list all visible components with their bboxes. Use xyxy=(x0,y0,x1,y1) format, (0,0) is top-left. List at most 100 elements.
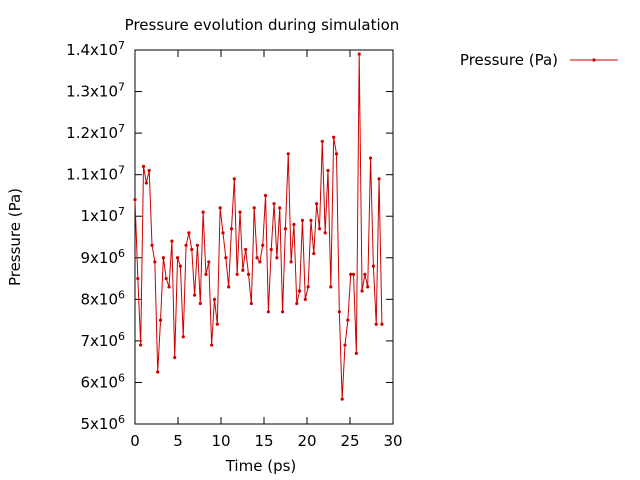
data-point xyxy=(175,256,180,260)
data-point xyxy=(357,52,361,56)
data-point xyxy=(252,206,256,210)
x-tick-label: 20 xyxy=(297,432,316,450)
y-tick-label-base: 5x10 xyxy=(80,415,118,433)
y-tick-label-exponent: 7 xyxy=(118,39,125,52)
data-point xyxy=(150,243,154,247)
x-tick-label: 15 xyxy=(254,432,273,450)
data-point xyxy=(261,243,265,247)
y-tick-label-exponent: 6 xyxy=(118,330,125,343)
data-point xyxy=(136,276,140,281)
y-tick-label-exponent: 6 xyxy=(118,371,125,384)
data-point xyxy=(337,310,341,314)
data-point xyxy=(286,152,290,156)
data-point xyxy=(292,222,296,227)
y-tick-label-base: 1.1x10 xyxy=(66,166,118,184)
y-tick-label: 7x106 xyxy=(80,330,125,350)
data-point xyxy=(164,276,168,281)
data-point xyxy=(315,202,319,206)
y-tick-label: 5x106 xyxy=(80,413,125,433)
data-point xyxy=(178,264,183,268)
data-point xyxy=(141,164,146,168)
data-point xyxy=(329,285,333,289)
data-point xyxy=(173,355,177,360)
data-line xyxy=(134,54,383,400)
data-point xyxy=(309,218,313,222)
y-tick-label-base: 1.2x10 xyxy=(66,124,118,142)
data-point xyxy=(306,285,310,289)
data-point xyxy=(224,256,228,260)
y-tick-label-exponent: 7 xyxy=(118,122,125,135)
data-point xyxy=(181,335,185,339)
data-point xyxy=(269,247,273,252)
data-point xyxy=(201,210,205,214)
data-point xyxy=(298,289,302,293)
data-point xyxy=(207,260,211,264)
data-point xyxy=(215,322,219,326)
y-tick-label-exponent: 7 xyxy=(118,164,125,177)
data-point xyxy=(340,397,344,401)
data-point xyxy=(374,322,378,326)
data-point xyxy=(275,256,279,260)
y-axis-label: Pressure (Pa) xyxy=(6,188,24,286)
data-point xyxy=(266,310,270,314)
y-tick-label-exponent: 6 xyxy=(118,413,125,426)
data-point xyxy=(147,168,151,173)
data-point xyxy=(289,260,293,264)
data-point xyxy=(320,139,324,144)
data-point xyxy=(246,272,251,276)
y-tick-label-base: 8x10 xyxy=(80,290,118,308)
data-point xyxy=(300,218,305,222)
x-axis-label: Time (ps) xyxy=(225,457,297,475)
data-point xyxy=(354,351,358,355)
data-point xyxy=(312,252,316,256)
data-point xyxy=(380,322,384,326)
data-point xyxy=(212,297,217,301)
data-point xyxy=(195,243,200,247)
data-point xyxy=(332,135,336,139)
y-tick-label-exponent: 6 xyxy=(118,247,125,260)
y-tick-label: 1.4x107 xyxy=(66,39,125,59)
data-point xyxy=(156,370,160,374)
x-tick-label: 10 xyxy=(211,432,230,450)
y-tick-label: 1.3x107 xyxy=(66,81,125,101)
x-tick-label: 0 xyxy=(130,432,140,450)
data-point xyxy=(133,198,137,202)
data-point xyxy=(351,272,356,276)
data-point xyxy=(263,193,268,198)
data-point xyxy=(368,156,373,160)
data-point xyxy=(235,272,239,276)
data-point xyxy=(334,152,339,156)
data-point xyxy=(221,231,225,235)
y-tick-label: 6x106 xyxy=(80,371,125,391)
data-point xyxy=(144,181,148,185)
y-tick-label-base: 1.3x10 xyxy=(66,83,118,101)
data-point xyxy=(244,247,248,252)
data-point xyxy=(343,343,347,347)
y-tick-label: 1x107 xyxy=(80,205,125,225)
data-point xyxy=(363,272,367,276)
data-point xyxy=(158,318,163,322)
data-point xyxy=(218,206,222,210)
data-point xyxy=(326,168,330,173)
y-tick-label-base: 9x10 xyxy=(80,249,118,267)
y-tick-label: 1.1x107 xyxy=(66,164,125,184)
data-point xyxy=(139,343,143,347)
data-point xyxy=(153,260,157,264)
data-point xyxy=(241,268,245,272)
data-point xyxy=(198,301,202,306)
x-tick-label: 30 xyxy=(383,432,402,450)
data-point xyxy=(377,177,381,181)
data-point xyxy=(360,289,364,293)
data-point xyxy=(249,301,253,306)
legend-marker xyxy=(592,58,596,62)
data-point xyxy=(303,297,307,301)
data-point xyxy=(283,227,288,231)
data-point xyxy=(232,177,236,181)
data-point xyxy=(255,256,259,260)
y-tick-label-base: 7x10 xyxy=(80,332,118,350)
data-point xyxy=(272,202,276,206)
data-point xyxy=(349,272,353,276)
x-tick-label: 25 xyxy=(340,432,359,450)
data-point xyxy=(167,285,171,289)
